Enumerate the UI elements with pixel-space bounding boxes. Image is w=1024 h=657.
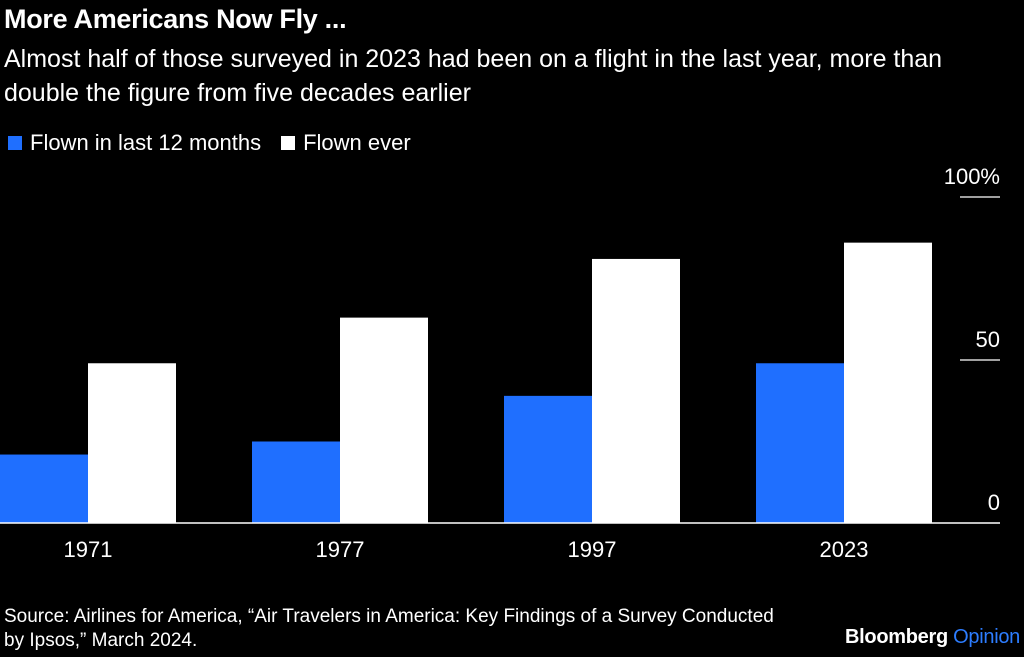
brand-bloomberg: Bloomberg (845, 626, 948, 648)
legend-item-last-12-months: Flown in last 12 months (8, 130, 261, 156)
bar-last-12-months-1971 (0, 454, 88, 523)
chart-title: More Americans Now Fly ... (4, 4, 347, 34)
legend-label: Flown in last 12 months (30, 130, 262, 155)
legend: Flown in last 12 months Flown ever (8, 130, 431, 156)
x-tick-label: 1971 (64, 537, 113, 562)
bar-flown-ever-1971 (88, 363, 176, 523)
chart-subtitle: Almost half of those surveyed in 2023 ha… (4, 45, 943, 107)
x-tick-label: 2023 (820, 537, 869, 562)
y-tick-label: 100% (944, 164, 1000, 189)
brand-logo: Bloomberg Opinion (845, 626, 1020, 649)
bar-chart: 0 50 100% 1971 1977 1997 2023 (0, 164, 1000, 562)
x-tick-label: 1997 (568, 537, 617, 562)
source-note: Source: Airlines for America, “Air Trave… (4, 606, 774, 651)
brand-opinion: Opinion (953, 626, 1020, 648)
bar-last-12-months-1997 (504, 395, 592, 523)
legend-swatch-blue (8, 136, 22, 150)
bar-flown-ever-2023 (844, 242, 932, 523)
x-tick-label: 1977 (316, 537, 365, 562)
bar-flown-ever-1977 (340, 317, 428, 523)
y-tick-label: 0 (988, 490, 1000, 515)
legend-swatch-white (281, 136, 296, 150)
legend-label: Flown ever (303, 130, 411, 155)
bar-last-12-months-1977 (252, 441, 340, 523)
bar-flown-ever-1997 (592, 258, 680, 523)
y-tick-label: 50 (976, 327, 1000, 352)
bar-last-12-months-2023 (756, 363, 844, 523)
legend-item-flown-ever: Flown ever (281, 130, 411, 156)
